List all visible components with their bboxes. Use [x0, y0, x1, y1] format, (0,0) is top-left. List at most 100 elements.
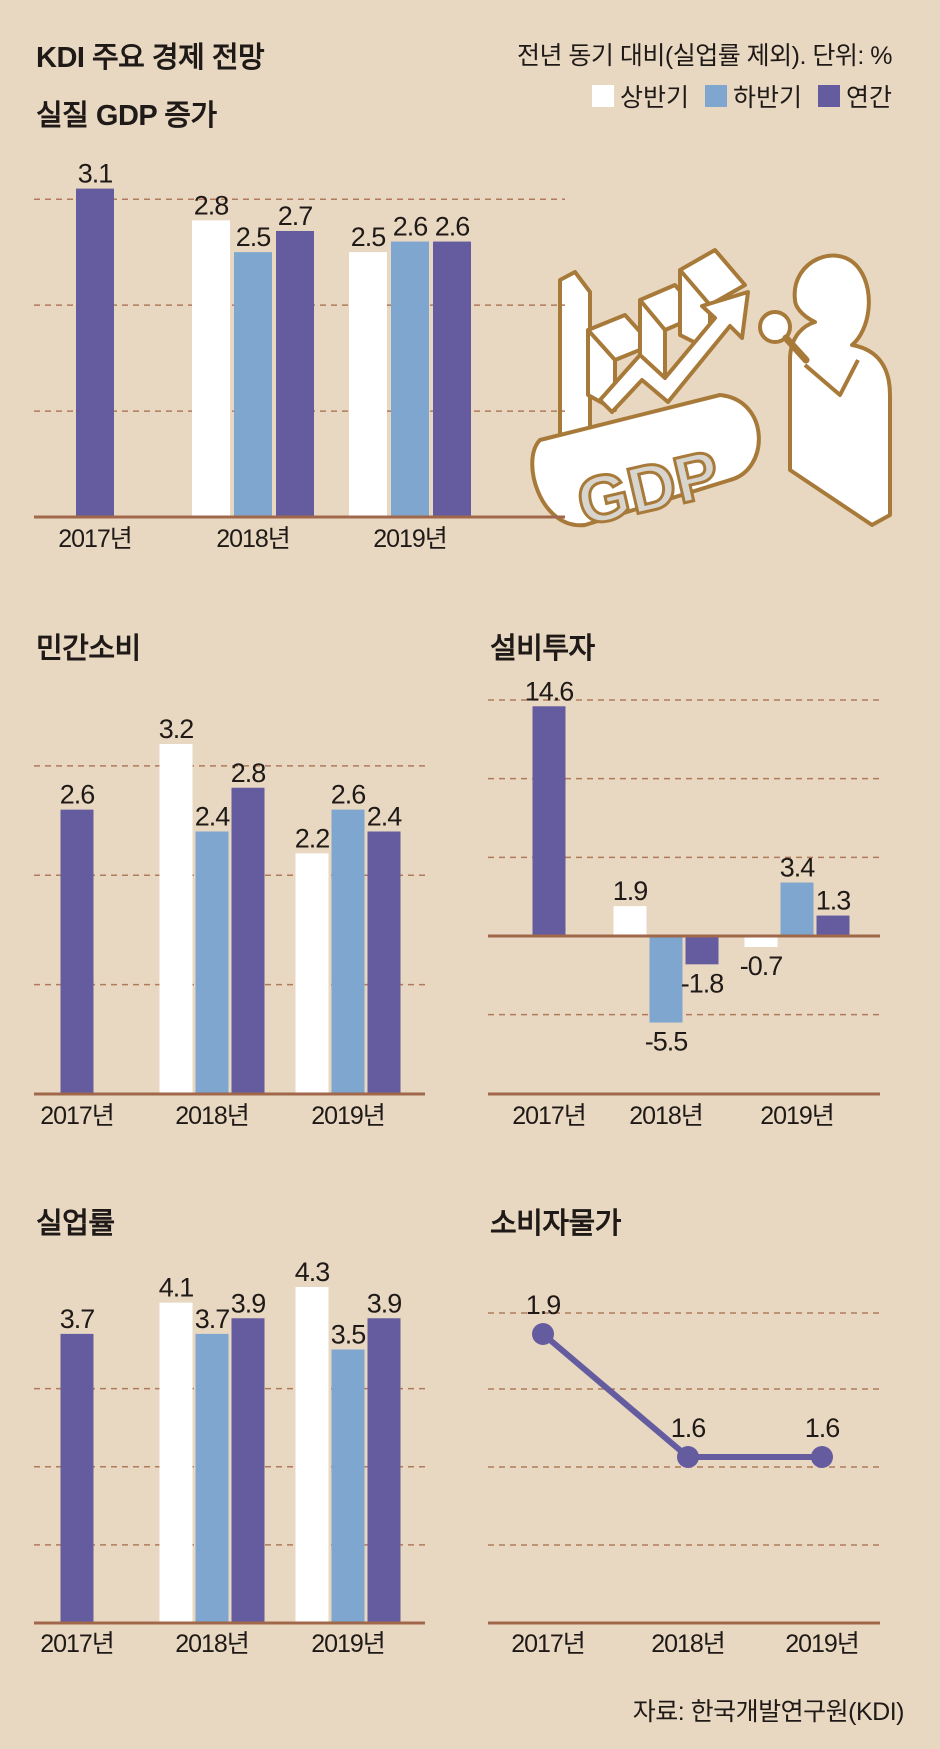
legend-item-second-half: 하반기	[704, 78, 802, 114]
consumption-category-label: 2019년	[311, 1102, 385, 1130]
consumption-data-label: 3.2	[159, 714, 194, 744]
investment-chart-title: 설비투자	[490, 633, 595, 665]
investment-data-label: 1.3	[816, 886, 851, 916]
unemployment-category-label: 2019년	[311, 1630, 385, 1658]
gdp-data-label: 2.6	[393, 212, 428, 242]
source-note: 자료: 한국개발연구원(KDI)	[632, 1698, 905, 1726]
consumption-category-label: 2018년	[175, 1102, 249, 1130]
legend-label-annual: 연간	[845, 84, 892, 112]
unemployment-chart-title: 실업률	[36, 1208, 115, 1240]
consumption-category-label: 2017년	[40, 1102, 114, 1130]
legend-label-first-half: 상반기	[619, 84, 689, 112]
unemployment-data-label: 3.9	[231, 1288, 266, 1318]
investment-bar	[685, 936, 719, 965]
gdp-category-label: 2017년	[58, 525, 132, 553]
gdp-bar	[349, 252, 387, 517]
consumption-bar	[331, 809, 365, 1094]
unemployment-bar	[331, 1349, 365, 1623]
gdp-chart-title: 실질 GDP 증가	[36, 100, 217, 132]
consumption-data-label: 2.4	[195, 802, 231, 832]
magnifier-handle	[782, 334, 810, 364]
investment-category-label: 2018년	[629, 1102, 703, 1130]
consumption-bar	[231, 787, 265, 1094]
gdp-bar	[391, 241, 429, 517]
investment-category-label: 2017년	[512, 1102, 586, 1130]
legend-item-annual: 연간	[817, 78, 892, 114]
illustration-person-arm	[803, 359, 860, 397]
gdp-bar	[76, 188, 114, 517]
unemployment-bar	[195, 1333, 229, 1623]
gdp-data-label: 2.7	[278, 201, 313, 231]
gdp-data-label: 2.5	[236, 222, 271, 252]
cpi-category-label: 2017년	[511, 1630, 585, 1658]
cpi-data-label: 1.6	[805, 1413, 840, 1443]
gdp-bar	[433, 241, 471, 517]
unemployment-data-label: 4.3	[295, 1257, 330, 1287]
investment-data-label: 1.9	[613, 876, 648, 906]
legend-swatch-annual	[817, 85, 840, 107]
cpi-category-label: 2019년	[785, 1630, 859, 1658]
unemployment-bar	[295, 1287, 329, 1623]
consumption-data-label: 2.6	[60, 780, 95, 810]
legend-swatch-second-half	[704, 85, 727, 107]
consumption-bar	[159, 744, 193, 1094]
illustration-base-block	[530, 393, 761, 528]
consumption-data-label: 2.4	[367, 802, 403, 832]
investment-data-label: 14.6	[525, 676, 574, 706]
cpi-data-label: 1.9	[526, 1290, 561, 1320]
cpi-point	[532, 1323, 554, 1345]
gdp-data-label: 2.6	[435, 212, 470, 242]
illustration-arrow	[598, 290, 750, 414]
consumption-bar	[195, 831, 229, 1094]
investment-category-label: 2019년	[760, 1102, 834, 1130]
gdp-data-label: 3.1	[78, 159, 113, 189]
consumption-data-label: 2.6	[331, 780, 366, 810]
unemployment-data-label: 4.1	[159, 1273, 194, 1303]
magnifier-lens	[758, 310, 792, 344]
consumption-data-label: 2.2	[295, 823, 330, 853]
unemployment-data-label: 3.7	[60, 1304, 95, 1334]
gdp-data-label: 2.5	[351, 222, 386, 252]
cpi-category-label: 2018년	[651, 1630, 725, 1658]
page-title: KDI 주요 경제 전망	[36, 42, 265, 74]
investment-bar	[744, 936, 778, 948]
gdp-illustration: GDP	[530, 248, 892, 541]
gdp-category-label: 2019년	[373, 525, 447, 553]
investment-data-label: -1.8	[681, 968, 724, 998]
unemployment-category-label: 2018년	[175, 1630, 249, 1658]
consumption-bar	[60, 809, 94, 1094]
consumption-chart-title: 민간소비	[36, 633, 141, 665]
legend-label-second-half: 하반기	[732, 84, 802, 112]
unit-note: 전년 동기 대비(실업률 제외). 단위: %	[516, 42, 893, 70]
cpi-data-label: 1.6	[671, 1413, 706, 1443]
investment-bar	[780, 882, 814, 936]
unemployment-data-label: 3.5	[331, 1320, 366, 1350]
gdp-bar	[192, 220, 230, 517]
illustration-person	[788, 253, 892, 527]
unemployment-bar	[60, 1333, 94, 1623]
investment-data-label: -0.7	[740, 951, 783, 981]
investment-bar	[816, 915, 850, 936]
investment-bar	[649, 936, 683, 1023]
gdp-category-label: 2018년	[216, 525, 290, 553]
investment-bar	[532, 706, 566, 936]
consumption-data-label: 2.8	[231, 758, 266, 788]
investment-data-label: -5.5	[645, 1027, 688, 1057]
unemployment-category-label: 2017년	[40, 1630, 114, 1658]
unemployment-data-label: 3.7	[195, 1304, 230, 1334]
legend-item-first-half: 상반기	[591, 78, 689, 114]
gdp-bar	[234, 252, 272, 517]
cpi-point	[677, 1446, 699, 1468]
legend: 상반기 하반기 연간	[591, 78, 892, 114]
gdp-bar	[276, 230, 314, 517]
gdp-data-label: 2.8	[194, 190, 229, 220]
unemployment-data-label: 3.9	[367, 1288, 402, 1318]
unemployment-bar	[159, 1302, 193, 1623]
consumption-bar	[367, 831, 401, 1094]
cpi-point	[811, 1446, 833, 1468]
consumption-bar	[295, 853, 329, 1094]
illustration-bar-3	[678, 248, 747, 352]
